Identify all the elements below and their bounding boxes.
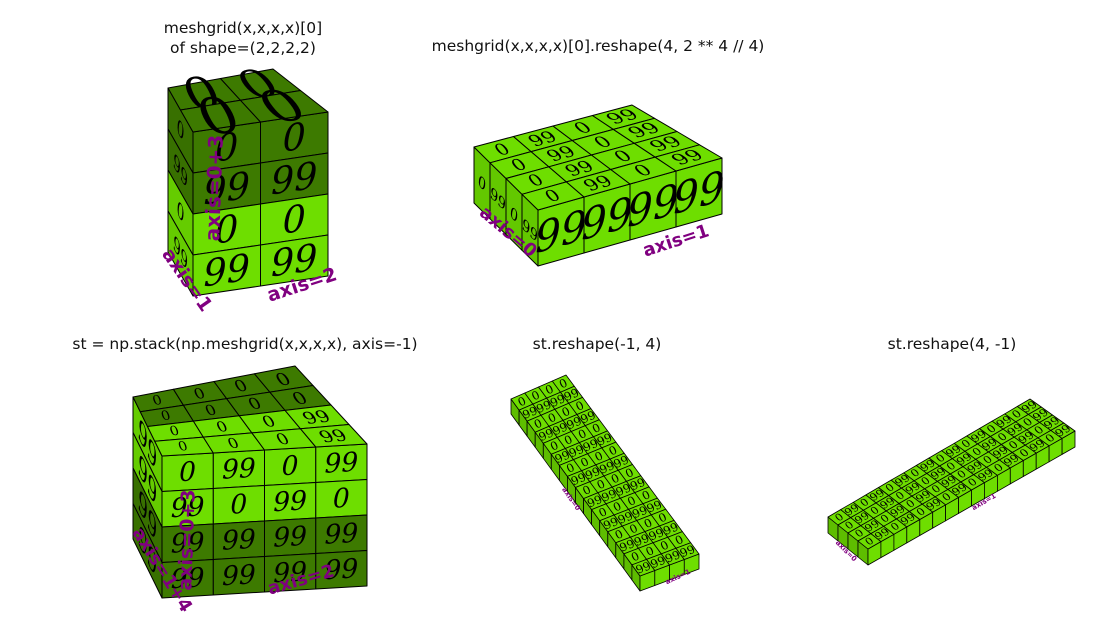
axis-label-0-3: axis=0+3: [200, 134, 228, 241]
top-face-value: 0: [851, 528, 867, 540]
top-face-value: 0: [1015, 447, 1033, 459]
front-face-value: 99: [204, 246, 250, 296]
top-face-value: 0: [892, 490, 908, 501]
top-face-cell: [240, 90, 329, 123]
top-face-value: 0: [928, 483, 945, 494]
left-face-value: 0: [510, 201, 518, 229]
top-face-value: 0: [957, 438, 975, 450]
top-face-value: 0: [841, 519, 857, 531]
top-face-value: 0: [887, 521, 903, 532]
top-face-value: 0: [982, 423, 1000, 435]
front-face-value: 0: [282, 450, 299, 482]
front-face-value: 0: [215, 124, 238, 170]
top-face-value: 0: [979, 454, 997, 466]
front-face-value: 99: [171, 491, 205, 524]
front-face-value: 99: [273, 485, 307, 518]
top-face-value: 0: [964, 477, 981, 488]
panel-3-title: st = np.stack(np.meshgrid(x,x,x,x), axis…: [72, 335, 418, 353]
front-face-value: 99: [222, 559, 256, 592]
left-face-value: 0: [177, 111, 184, 149]
front-face: 0 099 990 099 99: [192, 111, 329, 297]
top-face-value: 0: [877, 513, 893, 525]
front-face-value: 99: [222, 524, 256, 557]
front-face-value: 99: [204, 164, 250, 214]
left-face-value: 0: [478, 169, 486, 197]
front-face-value: 99: [171, 562, 205, 595]
top-face-value: 0: [867, 505, 883, 517]
front-face-value: 99: [273, 521, 307, 554]
top-face-value: 0: [939, 491, 956, 502]
top-face-value: 99: [871, 526, 893, 541]
panel-4-title: st.reshape(-1, 4): [532, 335, 662, 353]
top-face-cell: [675, 542, 700, 560]
front-face-value: 99: [324, 447, 358, 480]
front-face-value: 99: [273, 556, 307, 589]
top-face-value: 0: [857, 497, 873, 509]
panel-1-title-line-2: of shape=(2,2,2,2): [170, 39, 316, 57]
top-face-value: 0: [993, 431, 1011, 443]
top-face-value: 0: [918, 475, 935, 486]
front-face-value: 99: [271, 236, 317, 286]
top-face-cell: [299, 424, 368, 448]
top-face-value: 0: [990, 462, 1008, 474]
top-face-value: 0: [932, 453, 949, 464]
panel-5-title: st.reshape(4, -1): [887, 335, 1017, 353]
panel-2-title: meshgrid(x,x,x,x)[0].reshape(4, 2 ** 4 /…: [431, 37, 765, 55]
panel-4-slab: 0000999999990000999999990000999999990000…: [510, 374, 700, 592]
top-face: 0000999999990000999999990000999999990000…: [510, 374, 700, 577]
front-face-value: 99: [222, 453, 256, 486]
top-face: 0990990990990990990990990990990990990990…: [827, 399, 1076, 550]
front-face-value: 99: [171, 527, 205, 560]
top-face-value: 0: [861, 536, 877, 548]
top-face-value: 0: [831, 511, 847, 523]
top-face-value: 0: [1004, 439, 1022, 451]
front-face-value: 0: [230, 489, 247, 521]
front-face-cell: [260, 234, 329, 287]
top-face-value: 0: [954, 469, 971, 480]
top-face-cell: [654, 144, 723, 172]
top-face-cell: [1050, 422, 1076, 439]
front-face-value: 99: [324, 518, 358, 551]
top-face-value: 0: [907, 467, 924, 478]
front-face-value: 0: [283, 196, 306, 242]
panel-1-title-line-1: meshgrid(x,x,x,x)[0]: [163, 19, 323, 37]
front-face-value: 99: [324, 553, 358, 586]
panel-5-slab: 0990990990990990990990990990990990990990…: [827, 399, 1076, 566]
front-face-value: 0: [179, 456, 196, 488]
top-face-value: 0: [913, 506, 929, 517]
front-face-value: 99: [271, 154, 317, 204]
front-face-value: 0: [283, 114, 306, 160]
top-face-value: 0: [882, 482, 898, 493]
top-face-value: 0: [968, 446, 986, 458]
top-face: 0 0 0 00 0 0 00 0 0 990 0 0 99: [132, 365, 368, 457]
top-face-value: 0: [943, 461, 960, 472]
front-face-cell: [315, 550, 368, 590]
front-face-value: 0: [215, 206, 238, 252]
top-face-value: 0: [902, 498, 918, 509]
axis-label-0-3: axis=0+3: [174, 489, 200, 591]
front-face-value: 0: [333, 483, 350, 515]
panel-1-title: meshgrid(x,x,x,x)[0] of shape=(2,2,2,2): [143, 18, 343, 58]
left-face-value: 0: [177, 193, 184, 231]
